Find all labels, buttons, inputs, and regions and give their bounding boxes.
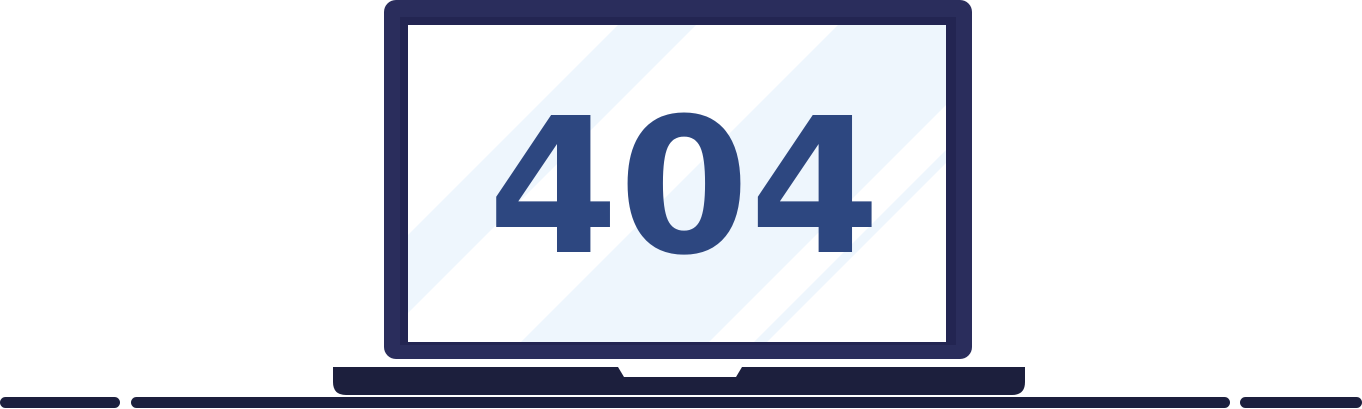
- floor-segment-middle: [131, 397, 1230, 408]
- glare-stripe-wide: [521, 25, 946, 342]
- error-code: 404: [488, 78, 880, 297]
- floor-segment-left: [0, 397, 120, 408]
- glare-stripe-edge: [754, 150, 946, 342]
- laptop-notch: [618, 367, 742, 377]
- laptop-icon: 404: [333, 0, 1025, 395]
- glare-stripe-main: [408, 25, 696, 313]
- laptop-base: [333, 367, 1025, 395]
- screen-glare: [408, 25, 946, 342]
- floor-segment-right: [1240, 397, 1362, 408]
- floor-line: [0, 397, 1362, 408]
